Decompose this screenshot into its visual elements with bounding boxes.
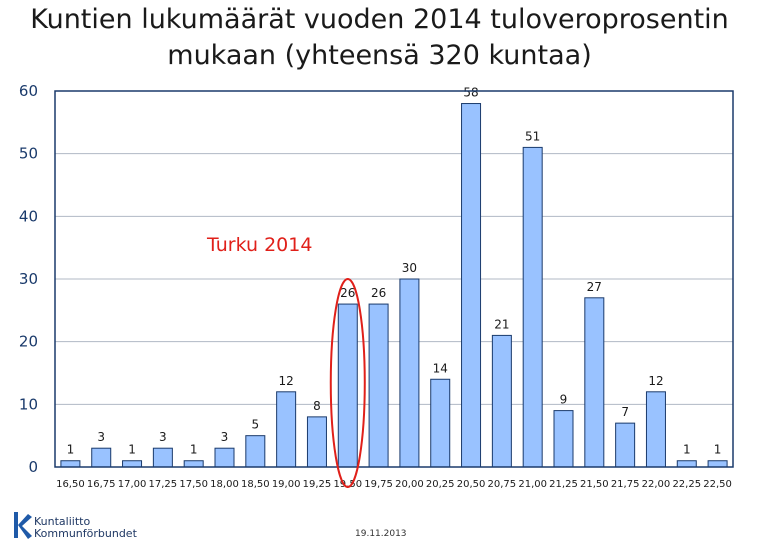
x-tick-label: 22,50 xyxy=(703,479,732,490)
data-label: 3 xyxy=(159,430,167,444)
bar xyxy=(645,391,666,468)
y-tick-label: 0 xyxy=(28,458,38,476)
data-label: 58 xyxy=(463,86,478,100)
data-label: 3 xyxy=(97,430,105,444)
grid-lines xyxy=(55,90,733,405)
bar xyxy=(337,303,358,468)
x-tick-label: 19,00 xyxy=(272,479,301,490)
x-tick-label: 17,50 xyxy=(179,479,208,490)
bar xyxy=(399,278,420,468)
x-tick-label: 19,50 xyxy=(333,479,362,490)
bar xyxy=(553,410,574,468)
y-tick-label: 40 xyxy=(19,207,38,225)
data-label: 26 xyxy=(371,286,386,300)
x-tick-label: 20,75 xyxy=(488,479,517,490)
bar xyxy=(122,460,143,468)
x-tick-label: 21,00 xyxy=(518,479,547,490)
data-label: 1 xyxy=(67,443,75,457)
bar xyxy=(152,447,173,468)
data-label: 1 xyxy=(190,443,198,457)
x-tick-label: 17,00 xyxy=(118,479,147,490)
data-label: 5 xyxy=(251,418,259,432)
bar xyxy=(522,146,543,468)
plot-frame xyxy=(54,90,734,468)
y-tick-label: 50 xyxy=(19,145,38,163)
annotations: Turku 2014 xyxy=(206,234,366,488)
bar xyxy=(430,378,451,468)
x-tick-label: 20,00 xyxy=(395,479,424,490)
chart-title: Kuntien lukumäärät vuoden 2014 tuloverop… xyxy=(0,2,759,74)
logo-wordmark: Kuntaliitto Kommunförbundet xyxy=(34,516,137,540)
y-tick-label: 60 xyxy=(19,82,38,100)
bar xyxy=(491,334,512,468)
chart-title-line-1: Kuntien lukumäärät vuoden 2014 tuloverop… xyxy=(30,4,729,35)
x-tick-label: 21,50 xyxy=(580,479,609,490)
x-tick-label: 16,75 xyxy=(87,479,116,490)
data-label: 21 xyxy=(494,317,509,331)
data-label: 30 xyxy=(402,261,417,275)
data-label: 1 xyxy=(128,443,136,457)
logo-line-2: Kommunförbundet xyxy=(34,527,137,540)
x-tick-label: 22,25 xyxy=(672,479,701,490)
x-tick-label: 17,25 xyxy=(149,479,178,490)
x-tick-label: 21,25 xyxy=(549,479,578,490)
x-tick-label: 21,75 xyxy=(611,479,640,490)
data-label: 9 xyxy=(560,393,568,407)
data-label: 27 xyxy=(587,280,602,294)
bar xyxy=(60,460,81,468)
bars xyxy=(60,103,728,468)
kuntaliitto-logo-icon xyxy=(14,512,32,539)
bar xyxy=(214,447,235,468)
logo-line-1: Kuntaliitto xyxy=(34,515,91,528)
y-tick-label: 10 xyxy=(19,395,38,413)
x-tick-label: 19,75 xyxy=(364,479,393,490)
bar xyxy=(676,460,697,468)
bar xyxy=(245,435,266,468)
y-tick-label: 30 xyxy=(19,270,38,288)
data-label: 26 xyxy=(340,286,355,300)
data-labels: 1 3 1 3 1 3 5 12 8 26 26 30 14 58 21 51 9 27 7 12 1 1 xyxy=(67,86,722,457)
bar xyxy=(183,460,204,468)
x-tick-label: 20,50 xyxy=(457,479,486,490)
bar xyxy=(91,447,112,468)
bar xyxy=(615,422,636,468)
data-label: 12 xyxy=(648,374,663,388)
x-tick-label: 18,00 xyxy=(210,479,239,490)
bar xyxy=(584,297,605,468)
bar xyxy=(368,303,389,468)
bar xyxy=(276,391,297,468)
annotation-turku-2014: Turku 2014 xyxy=(206,234,312,256)
data-label: 3 xyxy=(221,430,229,444)
bar xyxy=(707,460,728,468)
bar xyxy=(461,103,482,468)
data-label: 8 xyxy=(313,399,321,413)
bar xyxy=(306,416,327,468)
x-tick-label: 19,25 xyxy=(303,479,332,490)
x-tick-label: 18,50 xyxy=(241,479,270,490)
y-tick-label: 20 xyxy=(19,333,38,351)
highlight-ellipse xyxy=(329,278,366,488)
data-label: 14 xyxy=(433,361,448,375)
data-label: 7 xyxy=(621,405,629,419)
x-tick-label: 22,00 xyxy=(642,479,671,490)
x-tick-label: 20,25 xyxy=(426,479,455,490)
x-tick-label: 16,50 xyxy=(56,479,85,490)
data-label: 1 xyxy=(683,443,691,457)
data-label: 51 xyxy=(525,129,540,143)
chart-title-line-2: mukaan (yhteensä 320 kuntaa) xyxy=(167,40,592,71)
footer-date: 19.11.2013 xyxy=(355,529,407,539)
data-label: 1 xyxy=(714,443,722,457)
data-label: 12 xyxy=(278,374,293,388)
